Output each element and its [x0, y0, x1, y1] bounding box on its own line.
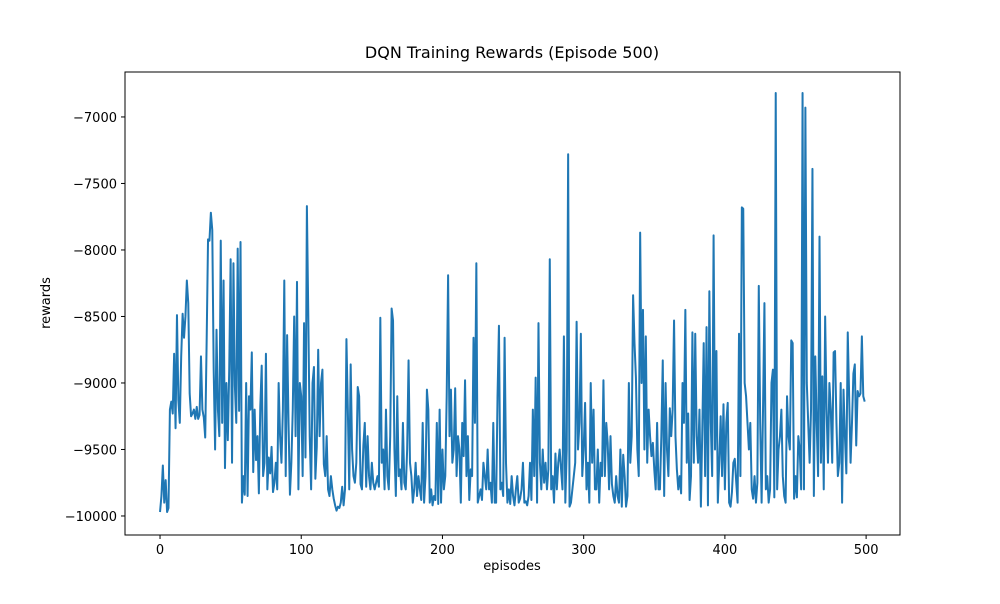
y-tick-label: −9500 — [73, 443, 117, 458]
series-line — [159, 92, 866, 513]
y-tick-label: −10000 — [65, 510, 117, 525]
x-axis-label: episodes — [483, 559, 541, 574]
y-tick-label: −9000 — [73, 377, 117, 392]
x-tick-label: 200 — [430, 543, 455, 558]
y-tick-label: −8500 — [73, 310, 117, 325]
chart-title: DQN Training Rewards (Episode 500) — [365, 43, 659, 62]
y-tick-label: −7500 — [73, 177, 117, 192]
plot-frame — [124, 71, 901, 536]
y-tick-label: −8000 — [73, 244, 117, 259]
x-tick-label: 400 — [712, 543, 737, 558]
y-tick-label: −7000 — [73, 111, 117, 126]
x-tick-label: 100 — [289, 543, 314, 558]
x-tick-label: 300 — [571, 543, 596, 558]
y-axis-label: rewards — [39, 277, 54, 329]
x-tick-label: 500 — [854, 543, 879, 558]
x-tick-label: 0 — [156, 543, 164, 558]
